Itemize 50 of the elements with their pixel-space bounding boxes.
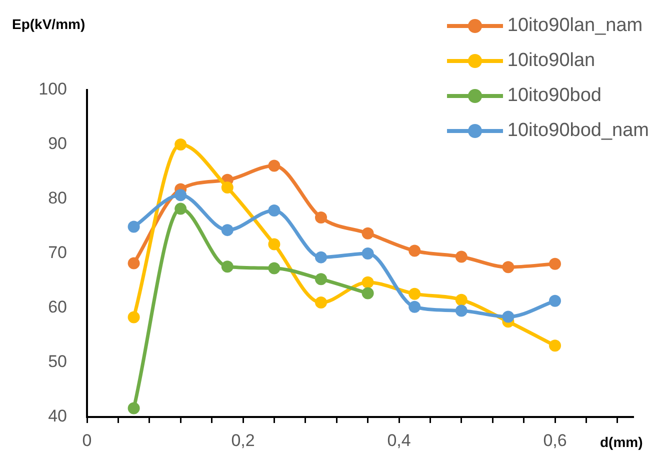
y-tick-label: 60 [48, 298, 67, 317]
point [455, 250, 468, 263]
legend-label: 10ito90lan [507, 50, 596, 72]
point [315, 273, 327, 286]
point [174, 189, 187, 202]
legend-label: 10ito90lan_nam [507, 14, 643, 36]
point [221, 224, 234, 236]
point [174, 202, 187, 215]
point [268, 160, 280, 172]
point [174, 138, 187, 150]
y-tick-label: 90 [48, 134, 67, 154]
point [128, 311, 140, 324]
y-tick-label: 40 [48, 406, 67, 426]
y-tick-label: 100 [38, 80, 67, 99]
point [455, 304, 468, 317]
point [408, 300, 421, 313]
y-tick-label: 80 [48, 188, 67, 208]
point [408, 244, 421, 257]
point [268, 204, 280, 216]
y-axis-title: Ep(kV/mm) [12, 16, 86, 32]
x-tick-label: 0,2 [231, 430, 255, 450]
x-axis-title: d(mm) [600, 434, 643, 450]
point [502, 261, 514, 274]
point [221, 260, 234, 273]
y-tick-label: 70 [48, 243, 67, 262]
x-tick-label: 0 [82, 430, 92, 450]
point [315, 212, 327, 224]
point [315, 296, 327, 309]
point [362, 248, 374, 260]
point [502, 310, 514, 323]
legend-label: 10ito90bod [507, 84, 602, 106]
point [549, 258, 561, 270]
point [549, 340, 561, 352]
point [455, 294, 468, 306]
x-tick-label: 0,6 [543, 430, 567, 450]
legend-label: 10ito90bod_nam [507, 120, 649, 142]
point [128, 257, 140, 270]
point [128, 220, 140, 233]
point [362, 276, 374, 288]
point [268, 262, 280, 274]
point [128, 402, 140, 414]
x-tick-label: 0,4 [387, 430, 411, 450]
point [362, 287, 374, 300]
point [268, 238, 280, 250]
point [221, 182, 234, 194]
point [549, 294, 561, 307]
point [408, 288, 421, 300]
y-tick-label: 50 [48, 352, 67, 372]
point [315, 251, 327, 264]
point [362, 227, 374, 240]
